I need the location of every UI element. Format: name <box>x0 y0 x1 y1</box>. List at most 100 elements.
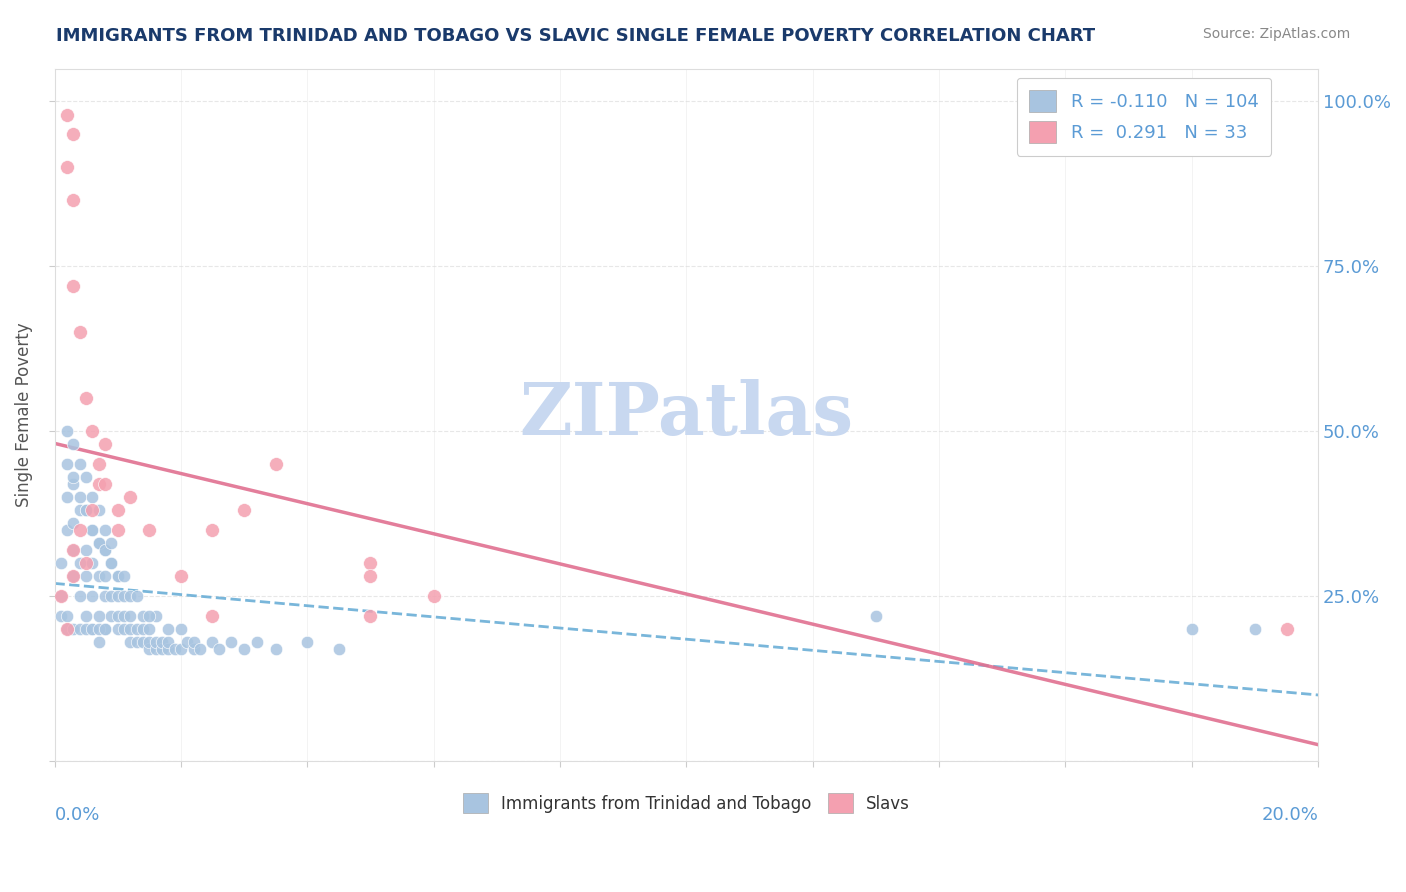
Point <box>75 503 97 517</box>
Point <box>56 523 79 537</box>
Point <box>62 194 84 208</box>
Point <box>94 589 117 603</box>
Point <box>150 641 173 656</box>
Text: 20.0%: 20.0% <box>1261 805 1319 824</box>
Point <box>107 569 129 583</box>
Point <box>94 437 117 451</box>
Point <box>100 589 122 603</box>
Point <box>138 523 160 537</box>
Point <box>82 556 104 570</box>
Point <box>422 589 444 603</box>
Y-axis label: Single Female Poverty: Single Female Poverty <box>15 322 32 507</box>
Point <box>100 556 122 570</box>
Point <box>183 641 205 656</box>
Point <box>107 569 129 583</box>
Point <box>132 622 155 636</box>
Point <box>246 635 269 649</box>
Point <box>125 635 148 649</box>
Point <box>120 608 142 623</box>
Point <box>94 569 117 583</box>
Point <box>87 476 110 491</box>
Point <box>120 589 142 603</box>
Point <box>359 556 381 570</box>
Point <box>145 641 167 656</box>
Point <box>170 569 193 583</box>
Point <box>865 608 887 623</box>
Point <box>132 635 155 649</box>
Text: 0.0%: 0.0% <box>55 805 100 824</box>
Point <box>233 503 256 517</box>
Point <box>201 635 224 649</box>
Point <box>87 536 110 550</box>
Point <box>138 608 160 623</box>
Point <box>163 641 186 656</box>
Point <box>100 556 122 570</box>
Point <box>56 622 79 636</box>
Point <box>62 569 84 583</box>
Point <box>328 641 350 656</box>
Point <box>75 556 97 570</box>
Point <box>94 622 117 636</box>
Point <box>201 523 224 537</box>
Legend: Immigrants from Trinidad and Tobago, Slavs: Immigrants from Trinidad and Tobago, Sla… <box>454 785 918 822</box>
Point <box>87 622 110 636</box>
Point <box>138 635 160 649</box>
Point <box>82 622 104 636</box>
Point <box>264 457 287 471</box>
Point <box>120 622 142 636</box>
Point <box>62 437 84 451</box>
Point <box>176 635 198 649</box>
Point <box>56 608 79 623</box>
Point <box>264 641 287 656</box>
Point <box>75 470 97 484</box>
Point <box>62 569 84 583</box>
Point <box>49 589 72 603</box>
Point <box>157 641 180 656</box>
Point <box>94 622 117 636</box>
Point <box>120 635 142 649</box>
Point <box>120 490 142 504</box>
Point <box>56 424 79 438</box>
Point <box>188 641 211 656</box>
Point <box>233 641 256 656</box>
Point <box>138 622 160 636</box>
Point <box>62 622 84 636</box>
Point <box>94 542 117 557</box>
Text: ZIPatlas: ZIPatlas <box>519 379 853 450</box>
Point <box>150 635 173 649</box>
Point <box>183 635 205 649</box>
Point <box>297 635 319 649</box>
Point <box>170 641 193 656</box>
Point <box>49 556 72 570</box>
Point <box>170 622 193 636</box>
Point <box>69 503 91 517</box>
Point <box>94 542 117 557</box>
Point <box>157 622 180 636</box>
Point <box>359 608 381 623</box>
Point <box>75 608 97 623</box>
Point <box>75 622 97 636</box>
Point <box>112 569 135 583</box>
Point <box>56 490 79 504</box>
Point <box>94 476 117 491</box>
Point <box>87 569 110 583</box>
Point <box>221 635 243 649</box>
Point <box>62 128 84 142</box>
Point <box>112 622 135 636</box>
Point <box>107 503 129 517</box>
Point <box>69 622 91 636</box>
Point <box>49 589 72 603</box>
Point <box>62 476 84 491</box>
Point <box>87 635 110 649</box>
Point <box>208 641 231 656</box>
Point <box>100 608 122 623</box>
Point <box>107 523 129 537</box>
Point <box>82 589 104 603</box>
Point <box>107 622 129 636</box>
Point <box>94 523 117 537</box>
Point <box>75 569 97 583</box>
Point <box>56 108 79 122</box>
Text: IMMIGRANTS FROM TRINIDAD AND TOBAGO VS SLAVIC SINGLE FEMALE POVERTY CORRELATION : IMMIGRANTS FROM TRINIDAD AND TOBAGO VS S… <box>56 27 1095 45</box>
Point <box>69 325 91 339</box>
Point <box>145 608 167 623</box>
